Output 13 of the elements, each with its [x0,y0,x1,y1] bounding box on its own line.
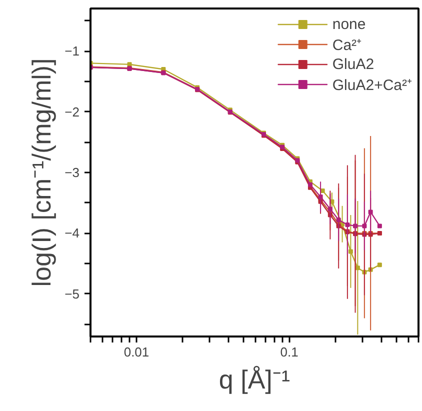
y-axis-title: log(I) [cm⁻¹/(mg/ml)] [26,58,57,287]
legend-label: GluA2 [332,56,374,72]
legend-label: GluA2+Ca²⁺ [332,76,412,94]
x-axis-title: q [Å]⁻¹ [218,364,290,394]
x-tick-label: 0.1 [280,344,298,360]
legend-label: none [332,16,366,32]
y-tick-label: −3 [64,165,80,180]
y-tick-label: −4 [64,226,80,241]
y-tick-label: −1 [64,44,80,59]
y-tick-label: −2 [64,104,80,120]
legend-label: Ca²⁺ [332,36,362,54]
x-tick-label: 0.01 [124,344,150,360]
y-tick-label: −5 [64,286,80,302]
